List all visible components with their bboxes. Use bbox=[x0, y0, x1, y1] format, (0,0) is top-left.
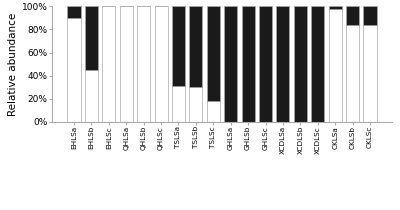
Bar bbox=[329, 6, 342, 9]
Bar bbox=[120, 6, 133, 122]
Bar bbox=[189, 87, 202, 122]
Bar bbox=[85, 70, 98, 122]
Bar bbox=[68, 6, 80, 18]
Bar bbox=[189, 6, 202, 87]
Bar bbox=[242, 6, 255, 122]
Bar bbox=[294, 6, 307, 122]
Bar bbox=[207, 101, 220, 122]
Bar bbox=[68, 18, 80, 122]
Bar bbox=[85, 6, 98, 70]
Bar bbox=[154, 6, 168, 122]
Bar bbox=[172, 6, 185, 86]
Bar bbox=[329, 9, 342, 122]
Bar bbox=[137, 6, 150, 122]
Bar bbox=[224, 6, 237, 122]
Bar bbox=[346, 6, 359, 25]
Y-axis label: Relative abundance: Relative abundance bbox=[8, 12, 18, 116]
Bar bbox=[276, 6, 290, 122]
Bar bbox=[364, 6, 376, 25]
Bar bbox=[364, 25, 376, 122]
Bar bbox=[346, 25, 359, 122]
Bar bbox=[259, 6, 272, 122]
Bar bbox=[207, 6, 220, 101]
Bar bbox=[311, 6, 324, 122]
Bar bbox=[102, 6, 115, 122]
Legend: Cyanobacteria, Eukaryotic algae: Cyanobacteria, Eukaryotic algae bbox=[127, 209, 317, 210]
Bar bbox=[172, 86, 185, 122]
